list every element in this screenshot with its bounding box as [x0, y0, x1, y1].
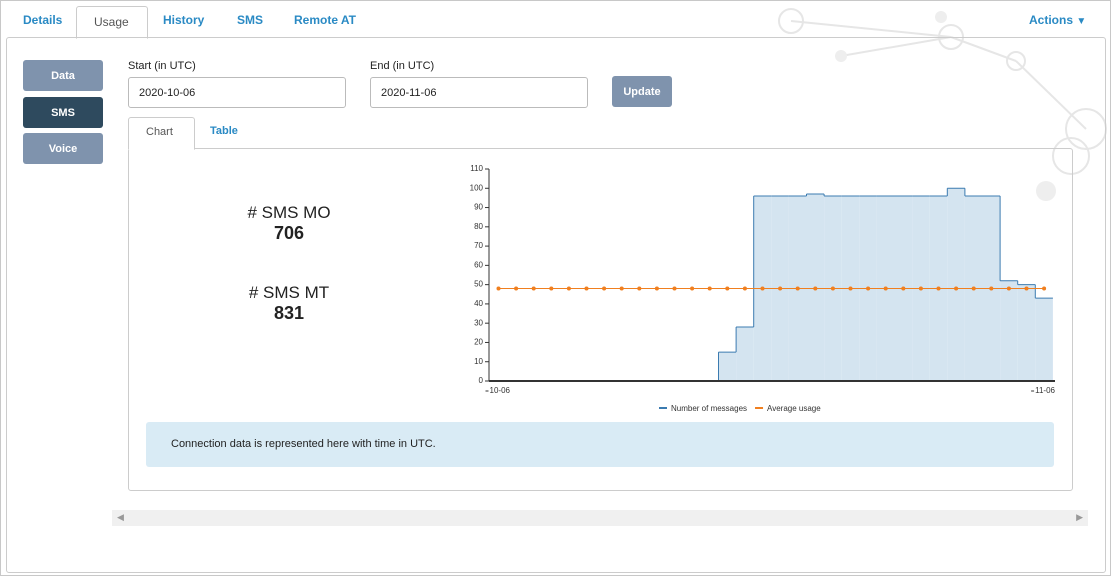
average-point	[954, 286, 959, 291]
scrollbar[interactable]: ◀ ▶	[112, 510, 1088, 526]
panel	[6, 37, 1106, 573]
average-point	[566, 286, 571, 291]
average-point	[619, 286, 624, 291]
area-step	[1000, 280, 1018, 381]
average-point	[1006, 286, 1011, 291]
average-point	[778, 286, 783, 291]
average-point	[531, 286, 536, 291]
average-point	[496, 286, 501, 291]
average-point	[602, 286, 607, 291]
end-input[interactable]: 2020-11-06	[370, 77, 588, 108]
start-input[interactable]: 2020-10-06	[128, 77, 346, 108]
average-point	[514, 286, 519, 291]
y-tick-label: 60	[474, 260, 483, 269]
tab[interactable]: Details	[23, 13, 63, 27]
side-button[interactable]: Data	[23, 60, 103, 91]
average-point	[795, 286, 800, 291]
average-point	[848, 286, 853, 291]
average-point	[901, 286, 906, 291]
background-decoration	[778, 8, 1107, 201]
actions-label: Actions	[1029, 13, 1074, 27]
y-tick-label: 90	[474, 203, 483, 212]
average-point	[760, 286, 765, 291]
tab-active[interactable]: Usage	[94, 15, 129, 29]
tab[interactable]: History	[163, 13, 205, 27]
view-tab-active[interactable]: Chart	[146, 126, 173, 138]
x-tick-label: 10-06	[490, 386, 511, 395]
average-point	[584, 286, 589, 291]
y-tick-label: 30	[474, 318, 483, 327]
average-point	[1024, 286, 1029, 291]
average-point	[971, 286, 976, 291]
y-tick-label: 20	[474, 338, 483, 347]
stat-value: 706	[273, 223, 305, 243]
average-point	[830, 286, 835, 291]
average-point	[1042, 286, 1047, 291]
average-point	[725, 286, 730, 291]
end-label: End (in UTC)	[370, 60, 435, 72]
average-point	[883, 286, 888, 291]
area-step	[736, 327, 754, 381]
area-step	[1017, 284, 1036, 381]
legend-label: Average usage	[767, 404, 821, 413]
stat-label: # SMS MO	[247, 203, 331, 222]
average-point	[989, 286, 994, 291]
average-point	[549, 286, 554, 291]
view-tab[interactable]: Table	[210, 125, 238, 137]
y-tick-label: 100	[470, 183, 484, 192]
average-point	[866, 286, 871, 291]
start-label: Start (in UTC)	[128, 60, 196, 72]
side-button[interactable]: Voice	[23, 133, 103, 164]
average-point	[654, 286, 659, 291]
y-tick-label: 80	[474, 222, 483, 231]
stat-value: 831	[273, 303, 305, 323]
actions-menu[interactable]: Actions ▼	[1029, 13, 1087, 27]
tab[interactable]: SMS	[237, 13, 264, 27]
y-tick-label: 110	[470, 164, 483, 173]
y-tick-label: 50	[474, 280, 483, 289]
content-box	[128, 148, 1073, 491]
average-point	[936, 286, 941, 291]
view-tab-bg	[128, 117, 195, 150]
y-tick-label: 0	[479, 376, 484, 385]
tab[interactable]: Remote AT	[294, 13, 357, 27]
stat-label: # SMS MT	[248, 283, 330, 302]
average-point	[813, 286, 818, 291]
area-step	[718, 352, 737, 381]
average-point	[918, 286, 923, 291]
area-step	[947, 188, 965, 381]
active-tab-bg	[76, 6, 148, 39]
average-point	[707, 286, 712, 291]
y-tick-label: 10	[474, 357, 483, 366]
x-tick-label: 11-06	[1035, 386, 1055, 395]
legend-swatch	[755, 407, 764, 409]
average-point	[742, 286, 747, 291]
y-tick-label: 40	[474, 299, 483, 308]
average-point	[690, 286, 695, 291]
area-step	[1035, 298, 1053, 381]
legend-label: Number of messages	[671, 404, 747, 413]
side-button-active[interactable]: SMS	[23, 97, 103, 128]
average-point	[672, 286, 677, 291]
info-box: Connection data is represented here with…	[146, 422, 1054, 467]
legend-swatch	[659, 407, 667, 409]
average-point	[637, 286, 642, 291]
y-tick-label: 70	[474, 241, 483, 250]
chart: 0 10 20 30 40 50 60 70 80 90 100 110 10-06 11-06 Numbe…	[470, 164, 1055, 413]
update-button[interactable]: Update	[612, 76, 672, 107]
